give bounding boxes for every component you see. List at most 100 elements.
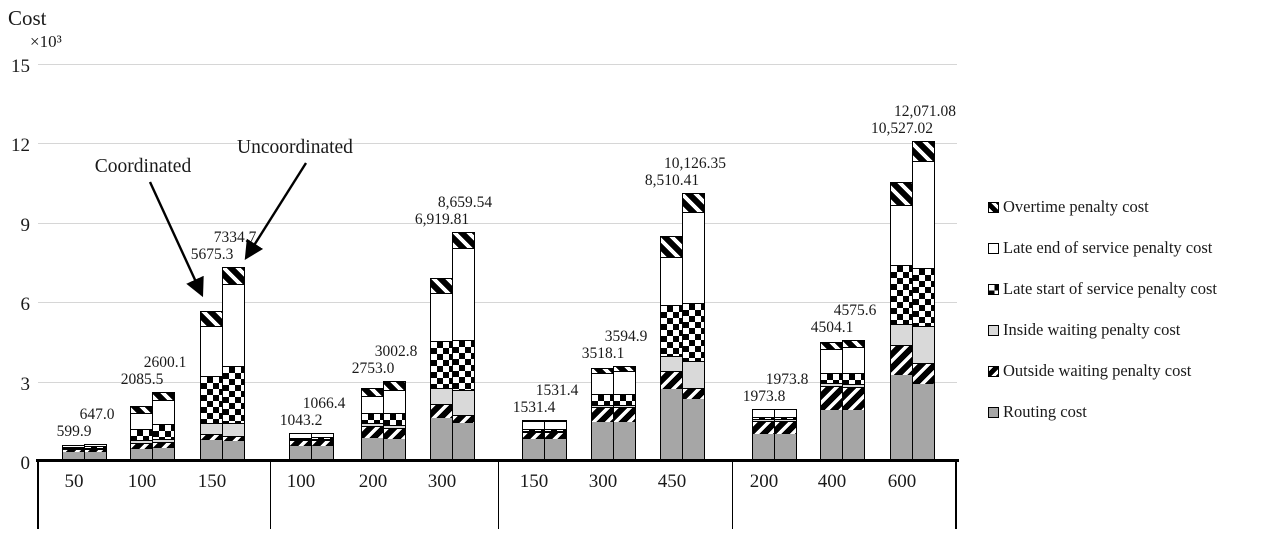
bar-segment <box>592 394 613 405</box>
bar-segment <box>523 421 544 429</box>
bar-total-labels: 12,071.08 10,527.02 <box>837 103 987 137</box>
bar-coordinated <box>289 433 312 461</box>
bar-segment <box>545 428 566 431</box>
bar-segment <box>843 347 864 374</box>
coordinated-total-label: 599.9 <box>56 422 92 440</box>
y-axis-title: Cost <box>8 6 47 30</box>
bar-segment <box>453 232 474 248</box>
bar-segment <box>362 438 383 460</box>
bar-segment <box>592 372 613 395</box>
bar-segment <box>843 409 864 460</box>
bar-segment <box>362 389 383 396</box>
bar-segment <box>362 413 383 424</box>
bar-segment <box>153 441 174 449</box>
bar-uncoordinated <box>842 339 865 461</box>
bar-segment <box>753 409 774 417</box>
bar-segment <box>362 423 383 426</box>
bar-segment <box>891 265 912 325</box>
group-divider <box>498 461 499 529</box>
bar-segment <box>131 448 152 460</box>
bar-segment <box>201 440 222 460</box>
bar-segment <box>683 211 704 304</box>
group-divider <box>732 461 733 529</box>
bar-segment <box>843 383 864 388</box>
bar-segment <box>312 439 333 441</box>
bar-segment <box>891 375 912 460</box>
bar-segment <box>821 383 842 387</box>
bar-segment <box>891 344 912 376</box>
bar-segment <box>201 375 222 423</box>
bar-segment <box>913 326 934 364</box>
bar-segment <box>661 304 682 356</box>
legend-swatch-solid-gray <box>988 407 999 418</box>
bar-segment <box>775 419 796 421</box>
coordinated-total-label: 2753.0 <box>351 360 395 378</box>
bar-segment <box>545 430 566 432</box>
y-tick-label: 3 <box>20 373 31 395</box>
x-category-label: 150 <box>197 471 227 492</box>
bar-uncoordinated <box>774 408 797 461</box>
x-category-label: 200 <box>749 471 779 492</box>
bar-segment <box>153 393 174 400</box>
bar-segment <box>545 431 566 439</box>
bar-total-labels: 8,659.54 6,919.81 <box>377 194 527 228</box>
bar-coordinated <box>522 420 545 461</box>
bar-segment <box>913 363 934 384</box>
bar-segment <box>523 438 544 460</box>
bar-segment <box>63 451 84 460</box>
x-category-label: 100 <box>286 471 316 492</box>
coordinated-total-label: 10,527.02 <box>871 120 933 138</box>
annotation-coordinated: Coordinated <box>94 156 192 177</box>
bar-segment <box>683 360 704 389</box>
gridline-y6 <box>38 302 957 303</box>
legend-swatch-diagonal-slash-hatch <box>988 366 999 377</box>
coordinated-total-label: 2085.5 <box>120 371 164 389</box>
bar-segment <box>223 423 244 437</box>
bar-uncoordinated <box>222 266 245 461</box>
bar-segment <box>614 371 635 395</box>
legend-item: Routing cost <box>988 401 1087 423</box>
bar-segment <box>913 142 934 161</box>
bar-segment <box>85 448 106 450</box>
uncoordinated-total-label: 10,126.35 <box>664 154 726 172</box>
bar-segment <box>85 446 106 449</box>
bar-segment <box>843 340 864 348</box>
bar-segment <box>63 449 84 452</box>
bar-segment <box>223 366 244 424</box>
coordinated-total-label: 3518.1 <box>581 344 625 362</box>
bar-segment <box>661 256 682 305</box>
bar-segment <box>431 340 452 388</box>
bar-coordinated <box>820 341 843 461</box>
bar-segment <box>85 451 106 460</box>
bar-segment <box>153 399 174 424</box>
uncoordinated-total-label: 1973.8 <box>765 370 809 388</box>
bar-segment <box>614 394 635 405</box>
bar-segment <box>431 403 452 419</box>
bar-segment <box>312 433 333 438</box>
bar-segment <box>153 448 174 460</box>
bar-segment <box>431 418 452 460</box>
bar-segment <box>453 390 474 415</box>
bar-segment <box>431 293 452 341</box>
bar-segment <box>661 355 682 371</box>
legend-label: Inside waiting penalty cost <box>1003 320 1181 339</box>
bar-segment <box>131 428 152 440</box>
bar-segment <box>592 404 613 408</box>
bar-segment <box>661 370 682 389</box>
uncoordinated-total-label: 4575.6 <box>833 301 877 319</box>
bar-segment <box>201 311 222 326</box>
bar-segment <box>290 434 311 438</box>
bar-segment <box>453 414 474 423</box>
legend-item: Outside waiting penalty cost <box>988 360 1191 382</box>
bar-segment <box>913 160 934 269</box>
uncoordinated-total-label: 12,071.08 <box>894 103 956 121</box>
bar-segment <box>312 437 333 440</box>
gridline-y12 <box>38 143 957 144</box>
group-divider <box>270 461 271 529</box>
bar-uncoordinated <box>152 392 175 461</box>
bar-segment <box>753 434 774 460</box>
legend-item: Late start of service penalty cost <box>988 278 1217 300</box>
bar-total-labels: 1066.4 1043.2 <box>236 395 386 429</box>
bar-segment <box>592 407 613 422</box>
bar-segment <box>153 438 174 442</box>
